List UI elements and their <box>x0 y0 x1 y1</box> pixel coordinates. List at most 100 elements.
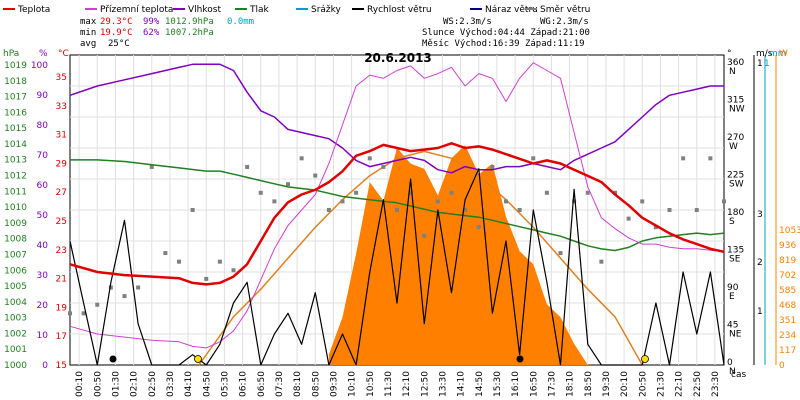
dir-tick-deg: 180 <box>727 208 744 218</box>
wind-dir-point <box>326 208 331 212</box>
dir-tick-deg: 270 <box>727 133 744 143</box>
sun-elevation-line <box>198 150 643 366</box>
time-tick-label: 09:30 <box>329 371 339 397</box>
tick-label: 1018 <box>4 77 27 87</box>
time-tick-label: 02:50 <box>148 371 158 397</box>
wind-dir-point <box>395 208 399 212</box>
time-tick-label: 08:10 <box>293 371 303 397</box>
tick-label: 1015 <box>4 124 27 134</box>
legend-label: Rychlost větru <box>367 5 432 15</box>
w-unit: W <box>779 49 788 59</box>
time-tick-label: 20:10 <box>620 371 630 397</box>
wind-dir-point <box>286 182 290 187</box>
time-tick-label: 11:30 <box>384 371 394 397</box>
tick-label: 80 <box>37 121 49 131</box>
tick-label: 1013 <box>4 156 27 166</box>
wind-dir-point <box>81 311 86 316</box>
tick-label: 819 <box>779 256 796 266</box>
dir-tick-deg: 360 <box>727 58 744 68</box>
tick-label: 1014 <box>4 140 27 150</box>
time-tick-label: 15:30 <box>493 371 503 397</box>
tick-label: 3 <box>757 210 763 220</box>
tick-label: 1001 <box>4 345 27 355</box>
wind-dir-point <box>190 208 195 212</box>
wind-dir-point <box>408 190 413 195</box>
tick-label: 468 <box>779 301 796 311</box>
time-tick-label: 18:50 <box>584 371 594 397</box>
wind-dir-point <box>722 199 726 204</box>
tick-label: 702 <box>779 271 796 281</box>
tick-label: 1007 <box>4 250 27 260</box>
wind-dir-point <box>231 268 236 273</box>
time-tick-label: 16:10 <box>511 371 521 397</box>
wind-dir-point <box>476 225 481 230</box>
dir-tick-deg: 135 <box>727 246 744 256</box>
dir-tick-label: E <box>729 292 735 302</box>
time-tick-label: 00:50 <box>93 371 103 397</box>
axis-celsius: 35 33 31 29 27 25 23 21 19 17 15 <box>56 73 68 371</box>
time-tick-label: 16:50 <box>529 371 539 397</box>
time-tick-label: 22:50 <box>693 371 703 397</box>
time-tick-label: 12:10 <box>402 371 412 397</box>
tick-label: 1005 <box>4 282 27 292</box>
stats-max-hum: 99% <box>143 17 160 27</box>
legend: Teplota Přízemní teplota Vlhkost Tlak Srážky… <box>3 5 590 15</box>
tick-label: 1016 <box>4 108 27 118</box>
pct-unit: % <box>39 49 48 59</box>
wind-dir-point <box>108 285 113 290</box>
series-line-tlak <box>70 159 725 252</box>
legend-item: Směr větru <box>525 5 590 15</box>
wind-dir-point <box>258 190 263 195</box>
time-tick-label: 02:10 <box>130 371 140 397</box>
time-tick-label: 08:50 <box>311 371 321 397</box>
stats-block: max 29.3°C 99% 1012.9hPa 0.0mm min 19.9°… <box>80 17 590 49</box>
wind-dir-point <box>613 190 617 195</box>
time-tick-label: 07:30 <box>275 371 285 397</box>
time-tick-label: 12:50 <box>420 371 430 397</box>
tick-label: 40 <box>37 241 49 251</box>
tick-label: 50 <box>37 211 49 221</box>
tick-label: 234 <box>779 331 796 341</box>
tick-label: 90 <box>37 91 49 101</box>
stats-min-temp: 19.9°C <box>100 28 133 38</box>
tick-label: 2 <box>757 258 763 268</box>
stats-max-rain: 0.0mm <box>227 17 254 27</box>
series-line-p-zemn-teplota <box>69 62 725 349</box>
time-tick-label: 00:10 <box>75 371 85 397</box>
solar-radiation-area <box>328 145 588 365</box>
tick-label: 33 <box>56 102 67 112</box>
legend-item: Rychlost větru <box>352 5 432 15</box>
dir-tick-label: S <box>729 217 735 227</box>
wind-dir-point <box>653 225 658 230</box>
wind-dir-point <box>354 190 359 195</box>
tick-label: 25 <box>56 217 67 227</box>
time-tick-label: 19:30 <box>602 371 612 397</box>
time-tick-label: 17:30 <box>547 371 557 397</box>
time-tick-label: 06:50 <box>257 371 267 397</box>
legend-label: Přízemní teplota <box>100 5 173 15</box>
tick-label: 0 <box>42 361 48 371</box>
tick-label: 1017 <box>4 93 27 103</box>
dir-tick-deg: 0 <box>727 358 733 368</box>
wind-dir-point <box>381 164 386 169</box>
series-line-teplota <box>69 142 725 286</box>
tick-label: 21 <box>56 275 67 285</box>
legend-label: Směr větru <box>540 5 590 15</box>
legend-label: Srážky <box>311 5 342 15</box>
wind-dir-point <box>149 164 154 169</box>
wind-dir-point <box>626 216 631 221</box>
tick-label: 1006 <box>4 266 27 276</box>
time-tick-label: 10:50 <box>366 371 376 397</box>
tick-label: 10 <box>37 331 49 341</box>
legend-label: Vlhkost <box>188 5 221 15</box>
tick-label: 1012 <box>4 172 27 182</box>
time-tick-label: 06:10 <box>239 371 249 397</box>
sunset-marker-icon <box>641 355 649 363</box>
wind-dir-point <box>245 164 250 169</box>
tick-label: 60 <box>37 181 49 191</box>
tick-label: 70 <box>37 151 49 161</box>
time-tick-label: 21:30 <box>656 371 666 397</box>
axis-time: 00:10 00:50 01:30 02:10 02:50 03:30 04:10 04:50… <box>75 371 721 397</box>
stats-min-label: min <box>80 28 96 38</box>
dir-tick-deg: 225 <box>727 171 744 181</box>
